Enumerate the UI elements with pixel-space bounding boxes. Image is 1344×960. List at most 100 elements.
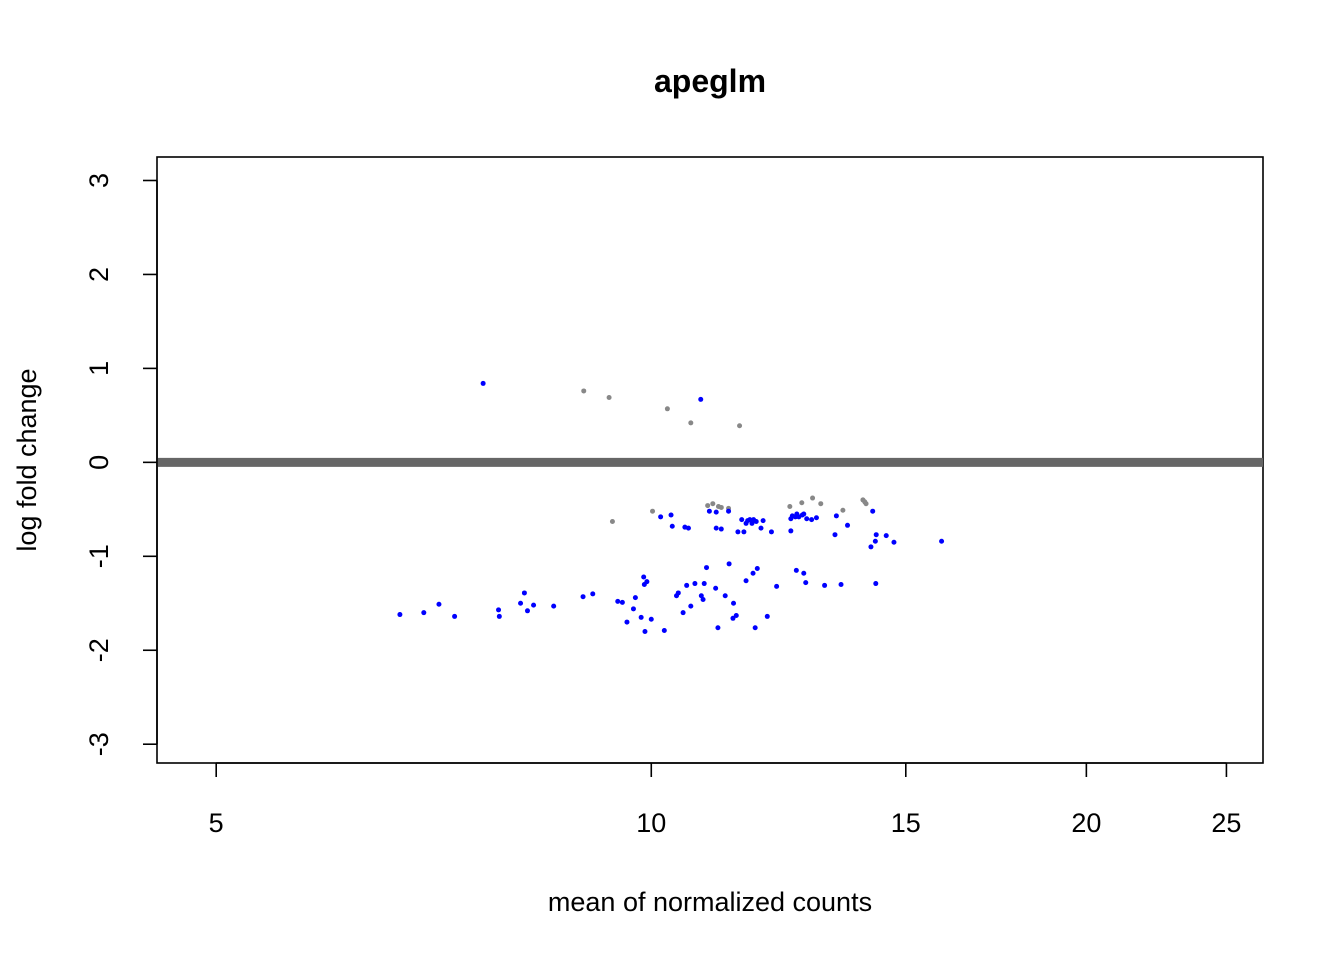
significant-point xyxy=(480,380,486,386)
significant-point xyxy=(630,606,636,612)
significant-point xyxy=(692,581,698,587)
non-significant-point xyxy=(787,504,793,510)
significant-point xyxy=(845,522,851,528)
significant-point xyxy=(883,533,889,539)
significant-point xyxy=(524,608,530,614)
non-significant-point xyxy=(718,504,724,510)
significant-point xyxy=(531,602,537,608)
significant-point xyxy=(741,529,747,535)
significant-point xyxy=(698,593,704,599)
x-tick-label: 5 xyxy=(209,808,224,838)
non-significant-point xyxy=(799,500,805,506)
significant-point xyxy=(752,625,758,631)
significant-point xyxy=(726,561,732,567)
significant-point xyxy=(726,508,732,514)
significant-point xyxy=(713,525,719,531)
y-tick-label: -1 xyxy=(84,544,114,568)
significant-point xyxy=(668,512,674,518)
non-significant-point xyxy=(581,388,587,394)
significant-point xyxy=(760,518,766,524)
significant-point xyxy=(788,528,794,534)
significant-point xyxy=(804,516,810,522)
significant-point xyxy=(698,396,704,402)
significant-point xyxy=(801,570,807,576)
significant-point xyxy=(641,574,647,580)
significant-point xyxy=(768,529,774,535)
non-significant-point xyxy=(863,501,869,507)
significant-point xyxy=(739,517,745,523)
y-axis: -3 -2 -1 0 1 2 3 xyxy=(84,173,158,756)
non-significant-point xyxy=(650,508,656,514)
significant-point xyxy=(715,625,721,631)
significant-point xyxy=(891,539,897,545)
significant-point xyxy=(731,600,737,606)
significant-point xyxy=(764,613,770,619)
significant-point xyxy=(801,511,807,517)
significant-point xyxy=(793,567,799,573)
significant-point xyxy=(496,607,502,613)
significant-point xyxy=(496,613,502,619)
significant-point xyxy=(743,578,749,584)
x-tick-label: 15 xyxy=(891,808,921,838)
x-axis-label: mean of normalized counts xyxy=(548,887,872,917)
significant-point xyxy=(436,601,442,607)
y-tick-label: -3 xyxy=(84,732,114,756)
significant-point xyxy=(873,532,879,538)
significant-point xyxy=(832,532,838,538)
significant-point xyxy=(590,591,596,597)
significant-point xyxy=(669,523,675,529)
significant-point xyxy=(615,598,621,604)
significant-point xyxy=(685,525,691,531)
significant-point xyxy=(580,594,586,600)
significant-point xyxy=(733,612,739,618)
significant-point xyxy=(838,581,844,587)
significant-point xyxy=(638,614,644,620)
x-tick-label: 20 xyxy=(1071,808,1101,838)
significant-point xyxy=(718,526,724,532)
significant-point xyxy=(644,579,650,585)
significant-point xyxy=(753,519,759,525)
non-significant-point xyxy=(705,503,711,509)
significant-point xyxy=(713,509,719,515)
significant-point xyxy=(701,581,707,587)
significant-point xyxy=(700,597,706,603)
significant-point xyxy=(704,565,710,571)
significant-point xyxy=(939,538,945,544)
significant-point xyxy=(619,599,625,605)
significant-point xyxy=(754,566,760,572)
x-tick-label: 25 xyxy=(1211,808,1241,838)
x-tick-label: 10 xyxy=(636,808,666,838)
significant-point xyxy=(813,515,819,521)
significant-point xyxy=(833,513,839,519)
significant-point xyxy=(868,544,874,550)
significant-point xyxy=(749,520,755,526)
significant-point xyxy=(872,538,878,544)
y-tick-label: 2 xyxy=(84,267,114,282)
x-axis: 5 10 15 20 25 xyxy=(209,762,1241,838)
significant-point xyxy=(624,619,630,625)
y-tick-label: -2 xyxy=(84,638,114,662)
significant-point xyxy=(758,525,764,531)
non-significant-point xyxy=(710,501,716,507)
significant-point xyxy=(803,580,809,586)
non-significant-point xyxy=(810,495,816,501)
significant-point xyxy=(397,612,403,618)
significant-point xyxy=(873,581,879,587)
significant-point xyxy=(551,603,557,609)
non-significant-point xyxy=(818,501,824,507)
significant-point xyxy=(870,508,876,514)
non-significant-point xyxy=(688,420,694,426)
significant-point xyxy=(658,514,664,520)
significant-point xyxy=(518,600,524,606)
significant-point xyxy=(822,582,828,588)
y-tick-label: 0 xyxy=(84,455,114,470)
significant-point xyxy=(675,590,681,596)
y-tick-label: 1 xyxy=(84,361,114,376)
significant-point xyxy=(809,517,815,523)
significant-point xyxy=(680,610,686,616)
non-significant-point xyxy=(737,423,743,429)
significant-point xyxy=(747,517,753,523)
non-significant-point xyxy=(609,519,615,525)
significant-point xyxy=(521,590,527,596)
